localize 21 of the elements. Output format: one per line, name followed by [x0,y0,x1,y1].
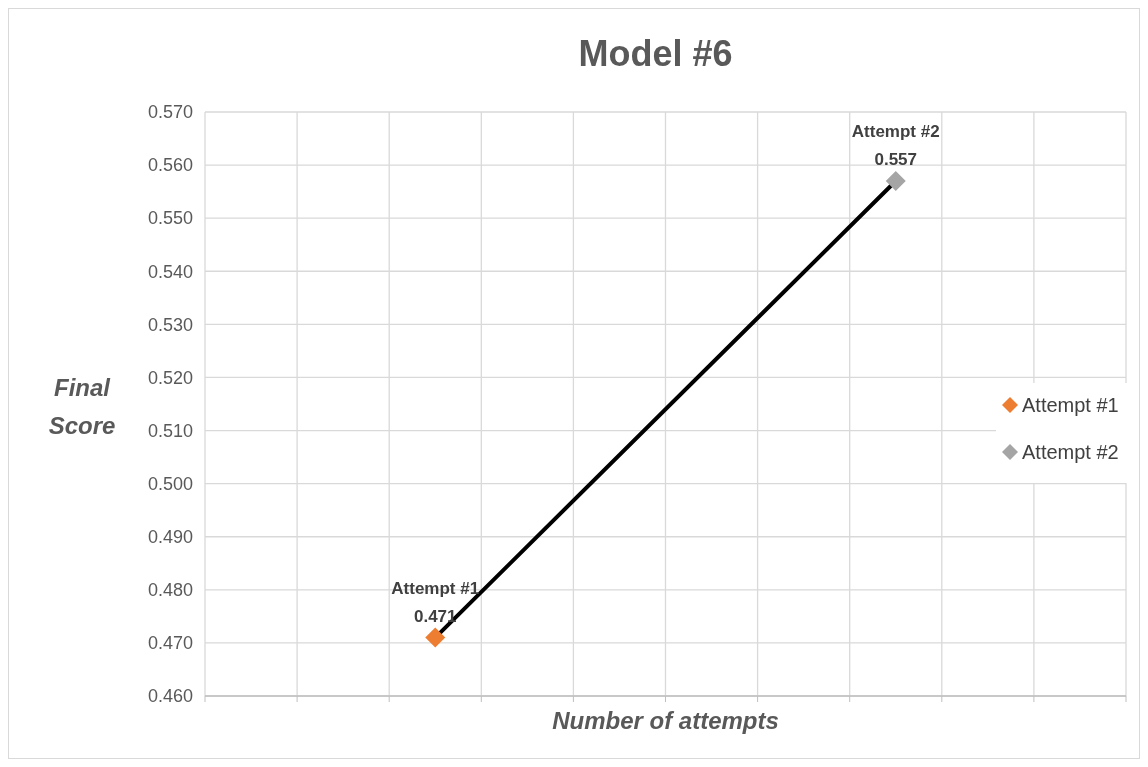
y-tick-label: 0.550 [147,208,193,229]
y-tick-label: 0.510 [147,420,193,441]
y-tick-label: 0.500 [147,473,193,494]
legend-label: Attempt #1 [1022,394,1119,416]
y-tick-label: 0.530 [147,314,193,335]
data-label: 0.557 [874,150,918,170]
text: Attempt #1 [391,578,480,598]
legend-label: Attempt #2 [1022,441,1119,463]
y-tick-label: 0.470 [147,633,193,654]
y-axis-title: Final Score [48,374,116,439]
y-tick-label: 0.520 [147,367,193,388]
y-tick-label: 0.560 [147,155,193,176]
y-tick-label: 0.540 [147,261,193,282]
text: Attempt #2 [851,122,940,142]
data-label: 0.471 [413,606,457,626]
x-axis-title: Number of attempts [552,707,779,734]
y-tick-label: 0.480 [147,580,193,601]
chart-title: Model #6 [578,33,733,74]
y-tick-label: 0.570 [147,102,193,123]
y-tick-label: 0.460 [147,686,193,707]
y-tick-label: 0.490 [147,527,193,548]
